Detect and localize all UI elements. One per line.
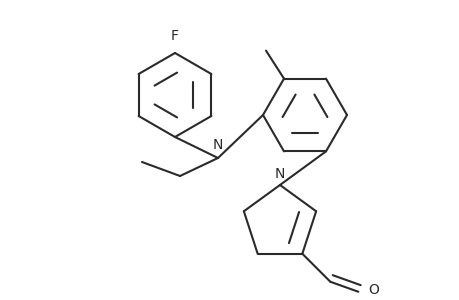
Text: N: N (274, 167, 285, 181)
Text: N: N (213, 138, 223, 152)
Text: O: O (368, 283, 378, 297)
Text: F: F (171, 29, 179, 43)
